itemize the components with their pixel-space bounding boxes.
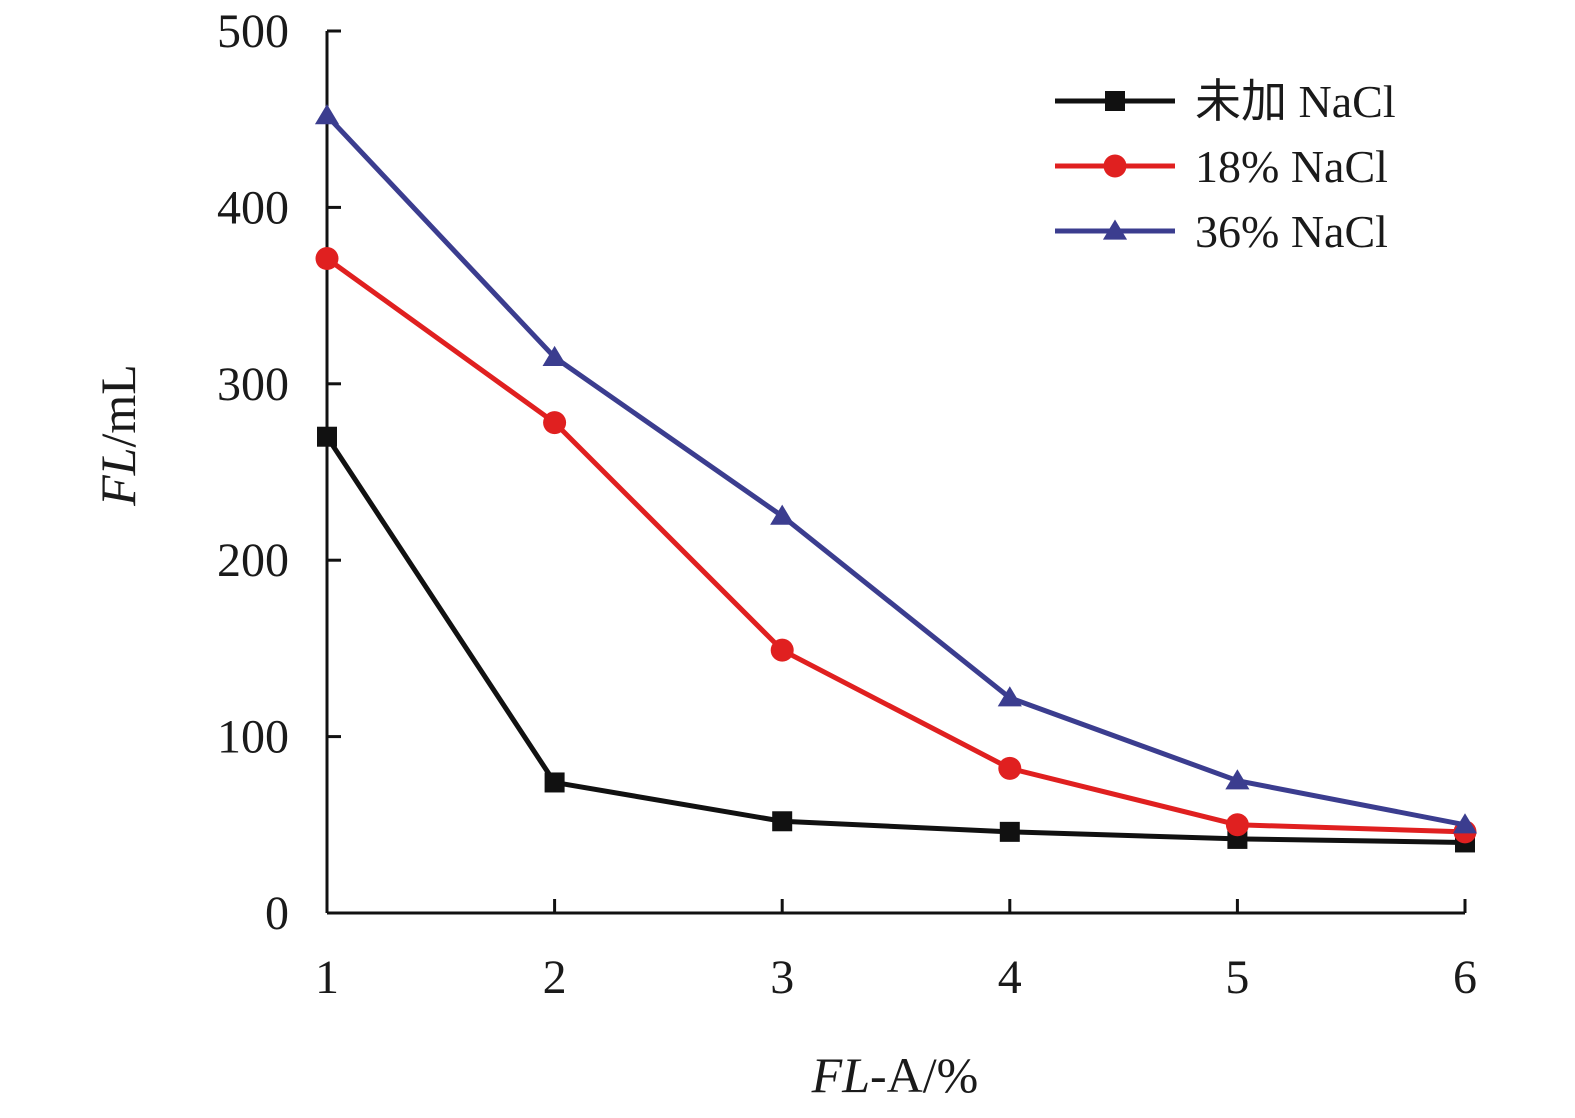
legend-label: 未加 NaCl (1195, 76, 1396, 127)
data-point (1225, 813, 1249, 837)
x-tick-label: 2 (543, 951, 567, 1004)
data-point (315, 247, 339, 271)
y-axis-title: FL/mL (90, 364, 146, 507)
x-tick-label: 1 (315, 951, 339, 1004)
y-tick-label: 500 (217, 5, 289, 58)
data-point (543, 411, 567, 435)
series-layer (314, 104, 1478, 853)
series-3 (314, 104, 1478, 834)
y-tick-label: 0 (265, 887, 289, 940)
data-point (317, 426, 337, 447)
data-point (998, 756, 1022, 780)
y-tick-label: 100 (217, 711, 289, 764)
legend-marker (1105, 91, 1125, 111)
legend-item-3: 36% NaCl (1055, 206, 1388, 257)
x-tick-label: 5 (1225, 951, 1249, 1004)
x-tick-label: 4 (998, 951, 1022, 1004)
legend-label: 36% NaCl (1195, 206, 1388, 257)
y-tick-label: 200 (217, 534, 289, 587)
y-tick-label: 400 (217, 181, 289, 234)
legend: 未加 NaCl 18% NaCl 36% NaCl (1055, 76, 1396, 257)
x-axis-title: FL-A/% (811, 1047, 979, 1103)
x-tick-label: 6 (1453, 951, 1477, 1004)
x-tick-label: 3 (770, 951, 794, 1004)
series-1 (317, 426, 1475, 853)
series-line (325, 256, 1466, 835)
data-point (544, 772, 565, 793)
legend-marker (1102, 219, 1128, 240)
data-point (1225, 769, 1250, 790)
series-2 (315, 247, 1477, 844)
y-tick-label: 300 (217, 358, 289, 411)
data-point (999, 821, 1020, 842)
data-point (770, 638, 794, 662)
data-point (542, 345, 567, 366)
data-point (772, 811, 793, 832)
data-point (314, 104, 340, 125)
legend-marker (1103, 154, 1127, 178)
axes: 0 100 200 300 400 500 1 2 3 4 5 6 (217, 5, 1477, 1004)
data-point (770, 504, 795, 525)
legend-item-2: 18% NaCl (1055, 141, 1388, 192)
series-line (325, 113, 1466, 828)
data-point (997, 686, 1022, 707)
legend-item-1: 未加 NaCl (1055, 76, 1396, 127)
legend-label: 18% NaCl (1195, 141, 1388, 192)
data-point (1452, 813, 1478, 834)
series-line (324, 435, 1466, 845)
